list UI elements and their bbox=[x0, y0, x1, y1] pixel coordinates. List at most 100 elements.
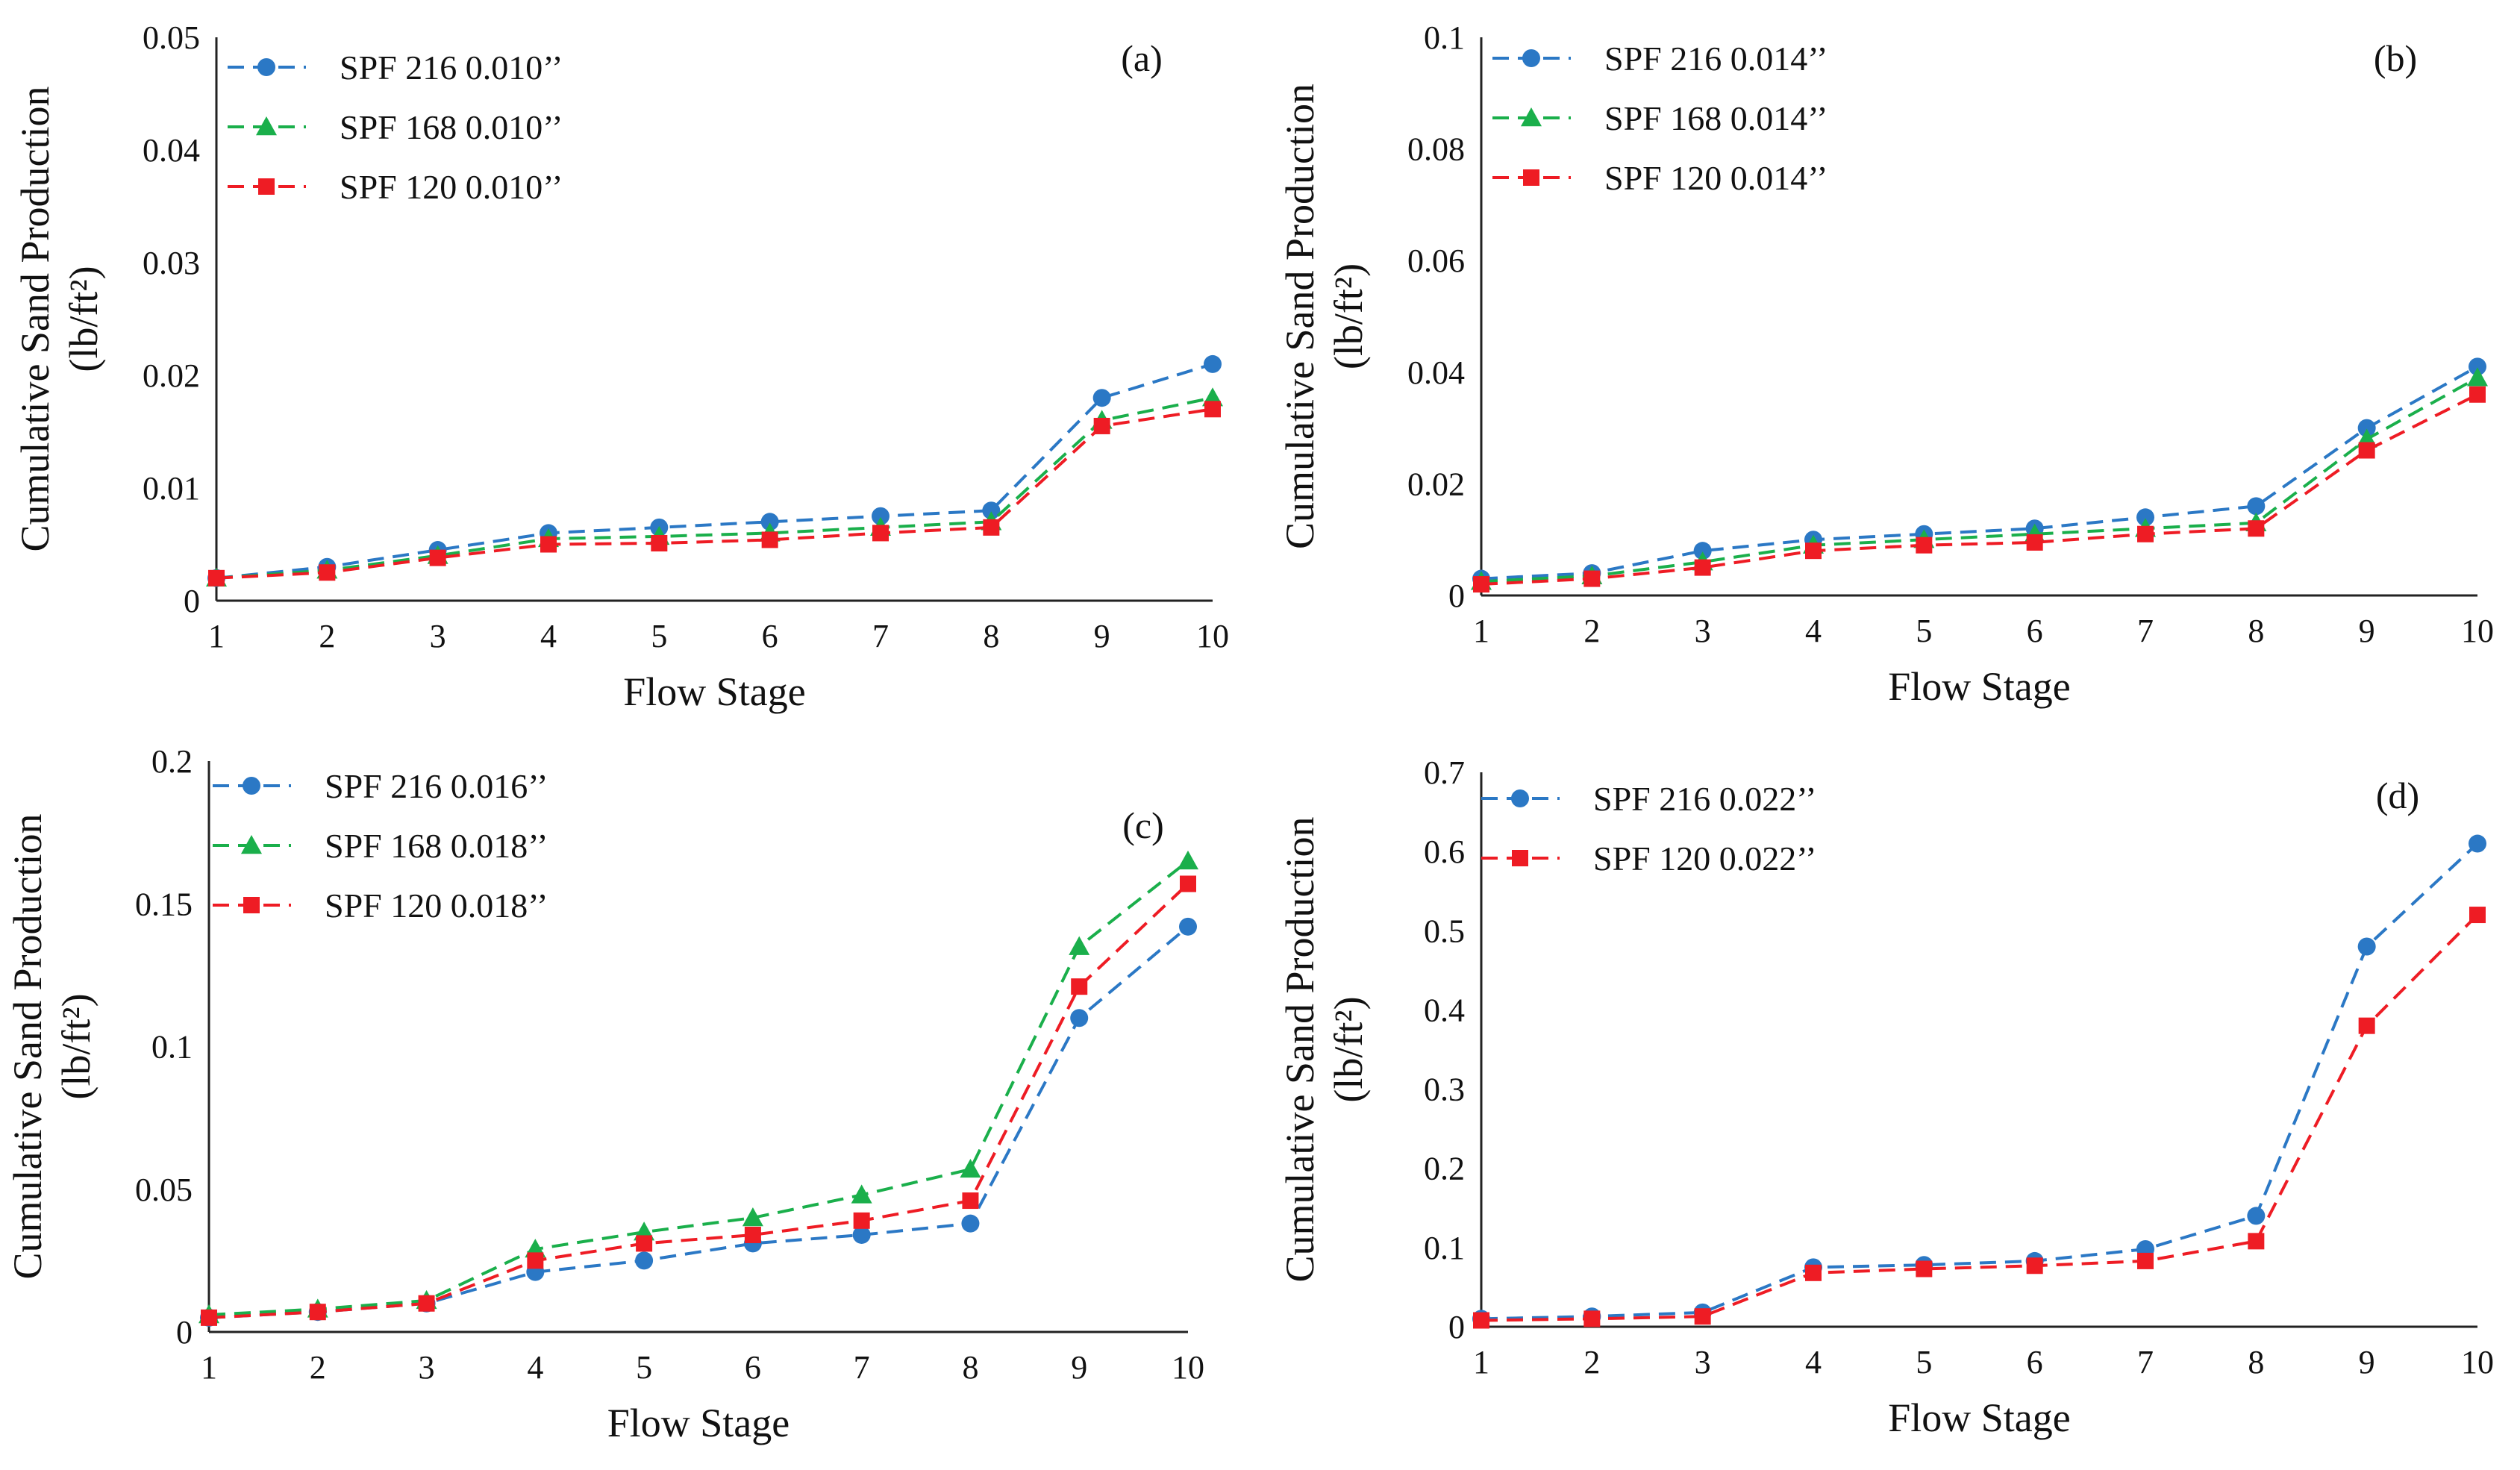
panel-label: (b) bbox=[2374, 37, 2417, 79]
legend-label: SPF 216 0.010’’ bbox=[340, 49, 563, 87]
x-tick-label: 3 bbox=[1695, 1344, 1711, 1380]
data-point bbox=[1694, 1308, 1711, 1325]
series-line bbox=[1481, 365, 2478, 581]
series-line bbox=[216, 362, 1213, 580]
legend-item: SPF 216 0.016’’ bbox=[213, 767, 548, 805]
data-point bbox=[429, 549, 446, 566]
legend-label: SPF 216 0.016’’ bbox=[325, 767, 548, 805]
x-tick-label: 7 bbox=[854, 1349, 870, 1386]
data-point bbox=[1069, 936, 1090, 955]
y-tick-label: 0.6 bbox=[1424, 833, 1465, 870]
legend-label: SPF 120 0.014’’ bbox=[1604, 159, 1828, 197]
data-point bbox=[1070, 1009, 1089, 1028]
legend-marker bbox=[1512, 850, 1528, 866]
y-tick-label: 0.2 bbox=[151, 743, 193, 780]
y-tick-label: 0.02 bbox=[1407, 466, 1465, 502]
data-point bbox=[2137, 525, 2154, 542]
legend-label: SPF 120 0.022’’ bbox=[1593, 839, 1816, 878]
data-point bbox=[1093, 417, 1110, 434]
data-point bbox=[2469, 834, 2486, 853]
x-tick-label: 8 bbox=[962, 1349, 978, 1386]
data-point bbox=[2247, 497, 2266, 516]
x-tick-label: 1 bbox=[1473, 613, 1489, 649]
legend-marker bbox=[1523, 169, 1539, 186]
data-point bbox=[2026, 534, 2043, 551]
series-line bbox=[208, 860, 1189, 1317]
data-point bbox=[1178, 850, 1198, 870]
x-tick-label: 8 bbox=[983, 618, 999, 654]
y-tick-label: 0.5 bbox=[1424, 913, 1465, 949]
x-tick-label: 4 bbox=[1805, 1344, 1822, 1380]
y-axis-title: Cumulative Sand Production bbox=[1278, 817, 1322, 1283]
y-tick-label: 0.4 bbox=[1424, 992, 1465, 1028]
x-tick-label: 10 bbox=[2461, 1344, 2494, 1380]
data-point bbox=[744, 1226, 761, 1243]
data-point bbox=[1693, 542, 1712, 560]
data-point bbox=[2137, 1252, 2154, 1269]
y-tick-label: 0 bbox=[1448, 578, 1465, 614]
x-tick-label: 5 bbox=[651, 618, 667, 654]
legend-item: SPF 120 0.014’’ bbox=[1492, 159, 1828, 197]
series-line bbox=[1481, 913, 2479, 1322]
x-tick-label: 2 bbox=[319, 618, 335, 654]
series-3 bbox=[1473, 386, 2486, 593]
data-point bbox=[982, 501, 1001, 520]
legend-item: SPF 216 0.022’’ bbox=[1481, 780, 1816, 818]
data-point bbox=[2248, 520, 2265, 537]
data-point bbox=[1179, 917, 1197, 936]
series-line bbox=[1481, 392, 2478, 587]
data-point bbox=[201, 1309, 217, 1326]
x-tick-label: 10 bbox=[2461, 613, 2494, 649]
data-point bbox=[761, 531, 778, 548]
x-axis-title: Flow Stage bbox=[1888, 664, 2071, 709]
data-point bbox=[1916, 1260, 1933, 1277]
x-tick-label: 4 bbox=[1805, 613, 1822, 649]
y-axis-unit: (lb/ft²) bbox=[54, 993, 99, 1099]
series-line bbox=[1481, 376, 2478, 584]
data-point bbox=[742, 1207, 763, 1227]
data-point bbox=[1071, 978, 1088, 995]
data-point bbox=[1092, 389, 1111, 407]
x-tick-label: 10 bbox=[1196, 618, 1229, 654]
series-3 bbox=[208, 401, 1221, 587]
series-3 bbox=[201, 875, 1196, 1326]
legend-item: SPF 120 0.022’’ bbox=[1481, 839, 1816, 878]
legend-item: SPF 168 0.014’’ bbox=[1492, 99, 1828, 137]
x-tick-label: 7 bbox=[2137, 1344, 2154, 1380]
data-point bbox=[1204, 354, 1222, 373]
x-tick-label: 9 bbox=[2359, 1344, 2375, 1380]
y-tick-label: 0 bbox=[1448, 1309, 1465, 1345]
x-tick-label: 6 bbox=[2027, 1344, 2043, 1380]
y-tick-label: 0.15 bbox=[135, 886, 193, 922]
y-tick-label: 0.7 bbox=[1424, 754, 1465, 791]
legend-label: SPF 120 0.018’’ bbox=[325, 886, 548, 925]
data-point bbox=[2469, 386, 2486, 403]
panel-label: (c) bbox=[1122, 804, 1164, 846]
y-tick-label: 0 bbox=[176, 1314, 193, 1351]
data-point bbox=[2358, 442, 2375, 459]
x-tick-label: 9 bbox=[2359, 613, 2375, 649]
legend-label: SPF 168 0.018’’ bbox=[325, 827, 548, 865]
data-point bbox=[1805, 542, 1822, 560]
data-point bbox=[1204, 401, 1221, 418]
data-point bbox=[1583, 570, 1601, 587]
data-point bbox=[872, 525, 889, 542]
data-point bbox=[851, 1184, 872, 1204]
data-point bbox=[1805, 1264, 1822, 1281]
panel-4: 0 0.1 0.2 0.3 0.4 0.5 0.6 0.7 1 2 3 4 5 6 7 8 9 10 Flow St… bbox=[1278, 754, 2494, 1440]
x-tick-label: 8 bbox=[2248, 613, 2264, 649]
legend-marker bbox=[243, 777, 260, 795]
x-tick-label: 7 bbox=[2137, 613, 2154, 649]
y-axis-unit: (lb/ft²) bbox=[1326, 996, 1371, 1102]
legend-marker bbox=[241, 835, 262, 854]
y-tick-label: 0.1 bbox=[151, 1029, 193, 1066]
data-point bbox=[527, 1252, 544, 1269]
x-tick-label: 3 bbox=[1695, 613, 1711, 649]
legend-label: SPF 168 0.010’’ bbox=[340, 108, 563, 146]
x-tick-label: 9 bbox=[1094, 618, 1110, 654]
panel-3: 0 0.05 0.1 0.15 0.2 1 2 3 4 5 6 7 8 9 10 Flow Stage Cumu… bbox=[5, 743, 1204, 1445]
data-point bbox=[2357, 419, 2376, 437]
x-axis-title: Flow Stage bbox=[607, 1401, 790, 1445]
legend-marker bbox=[256, 116, 277, 136]
data-point bbox=[319, 564, 336, 581]
